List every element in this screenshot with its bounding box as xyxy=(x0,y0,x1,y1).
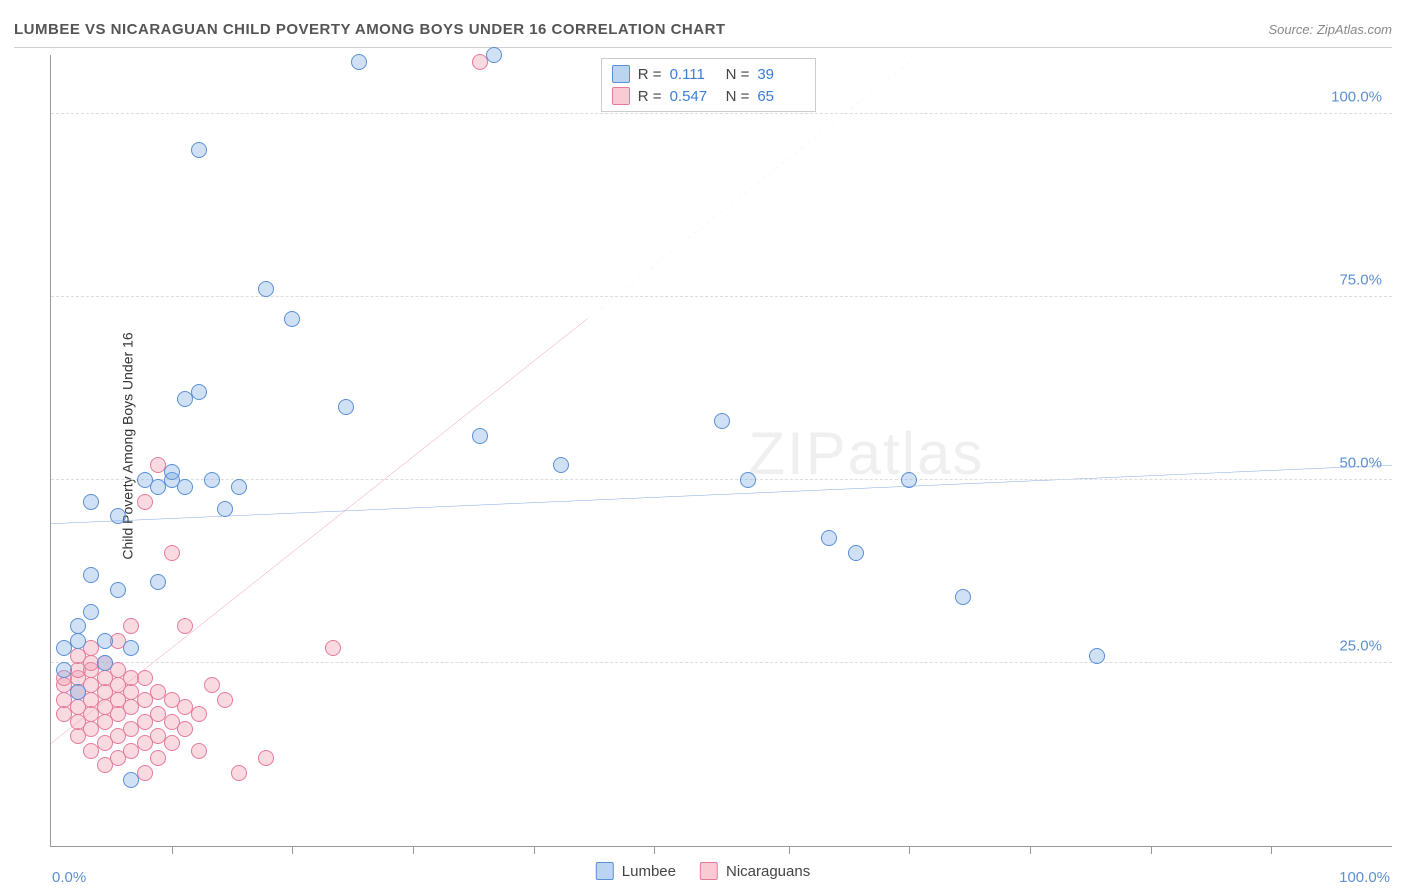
data-point xyxy=(258,750,274,766)
x-tick-100: 100.0% xyxy=(1339,869,1390,886)
r-label: R = xyxy=(638,66,662,83)
data-point xyxy=(740,472,756,488)
series-legend: Lumbee Nicaraguans xyxy=(596,862,810,880)
gridline-h xyxy=(51,296,1392,297)
x-minor-tick xyxy=(172,846,173,854)
data-point xyxy=(150,750,166,766)
data-point xyxy=(110,582,126,598)
legend-label: Lumbee xyxy=(622,863,676,880)
n-label: N = xyxy=(726,66,750,83)
data-point xyxy=(97,655,113,671)
data-point xyxy=(191,706,207,722)
data-point xyxy=(150,574,166,590)
data-point xyxy=(83,604,99,620)
data-point xyxy=(56,662,72,678)
watermark: ZIPatlas xyxy=(748,419,984,488)
data-point xyxy=(164,464,180,480)
legend-swatch xyxy=(596,862,614,880)
legend-swatch xyxy=(612,65,630,83)
data-point xyxy=(164,545,180,561)
data-point xyxy=(338,399,354,415)
stat-legend-row: R = 0.111 N = 39 xyxy=(612,63,806,85)
data-point xyxy=(177,618,193,634)
data-point xyxy=(97,633,113,649)
plot-area: ZIPatlas R = 0.111 N = 39 R = 0.547 N = 65 25.0… xyxy=(50,55,1392,847)
data-point xyxy=(325,640,341,656)
legend-swatch xyxy=(700,862,718,880)
legend-item: Nicaraguans xyxy=(700,862,810,880)
r-value: 0.547 xyxy=(670,88,718,105)
x-minor-tick xyxy=(1151,846,1152,854)
legend-label: Nicaraguans xyxy=(726,863,810,880)
data-point xyxy=(231,765,247,781)
data-point xyxy=(137,670,153,686)
data-point xyxy=(821,530,837,546)
stat-legend-row: R = 0.547 N = 65 xyxy=(612,85,806,107)
stat-legend: R = 0.111 N = 39 R = 0.547 N = 65 xyxy=(601,58,817,112)
data-point xyxy=(284,311,300,327)
x-tick-0: 0.0% xyxy=(52,869,86,886)
x-minor-tick xyxy=(789,846,790,854)
data-point xyxy=(553,457,569,473)
data-point xyxy=(217,692,233,708)
x-minor-tick xyxy=(909,846,910,854)
data-point xyxy=(1089,648,1105,664)
legend-swatch xyxy=(612,87,630,105)
data-point xyxy=(351,54,367,70)
data-point xyxy=(714,413,730,429)
n-label: N = xyxy=(726,88,750,105)
x-minor-tick xyxy=(292,846,293,854)
data-point xyxy=(83,567,99,583)
x-minor-tick xyxy=(1271,846,1272,854)
gridline-h xyxy=(51,113,1392,114)
gridline-h xyxy=(51,662,1392,663)
data-point xyxy=(70,618,86,634)
data-point xyxy=(955,589,971,605)
y-tick-label: 100.0% xyxy=(1331,88,1382,105)
chart-title: LUMBEE VS NICARAGUAN CHILD POVERTY AMONG… xyxy=(14,21,726,38)
data-point xyxy=(164,735,180,751)
r-label: R = xyxy=(638,88,662,105)
x-minor-tick xyxy=(413,846,414,854)
data-point xyxy=(123,640,139,656)
r-value: 0.111 xyxy=(670,66,718,83)
data-point xyxy=(258,281,274,297)
y-tick-label: 75.0% xyxy=(1339,271,1382,288)
data-point xyxy=(123,618,139,634)
data-point xyxy=(191,142,207,158)
chart-header: LUMBEE VS NICARAGUAN CHILD POVERTY AMONG… xyxy=(14,18,1392,48)
y-tick-label: 50.0% xyxy=(1339,454,1382,471)
chart-source: Source: ZipAtlas.com xyxy=(1268,22,1392,37)
data-point xyxy=(472,428,488,444)
y-tick-label: 25.0% xyxy=(1339,637,1382,654)
data-point xyxy=(901,472,917,488)
data-point xyxy=(177,479,193,495)
data-point xyxy=(123,772,139,788)
legend-item: Lumbee xyxy=(596,862,676,880)
gridline-h xyxy=(51,479,1392,480)
data-point xyxy=(231,479,247,495)
trend-lines xyxy=(51,55,1392,846)
data-point xyxy=(204,677,220,693)
n-value: 65 xyxy=(757,88,805,105)
data-point xyxy=(177,721,193,737)
data-point xyxy=(486,47,502,63)
data-point xyxy=(83,494,99,510)
x-minor-tick xyxy=(654,846,655,854)
x-minor-tick xyxy=(1030,846,1031,854)
data-point xyxy=(70,633,86,649)
x-minor-tick xyxy=(534,846,535,854)
data-point xyxy=(191,743,207,759)
n-value: 39 xyxy=(757,66,805,83)
data-point xyxy=(217,501,233,517)
data-point xyxy=(70,684,86,700)
data-point xyxy=(110,508,126,524)
chart-container: ZIPatlas R = 0.111 N = 39 R = 0.547 N = 65 25.0… xyxy=(50,55,1392,847)
data-point xyxy=(848,545,864,561)
data-point xyxy=(191,384,207,400)
data-point xyxy=(204,472,220,488)
data-point xyxy=(137,494,153,510)
